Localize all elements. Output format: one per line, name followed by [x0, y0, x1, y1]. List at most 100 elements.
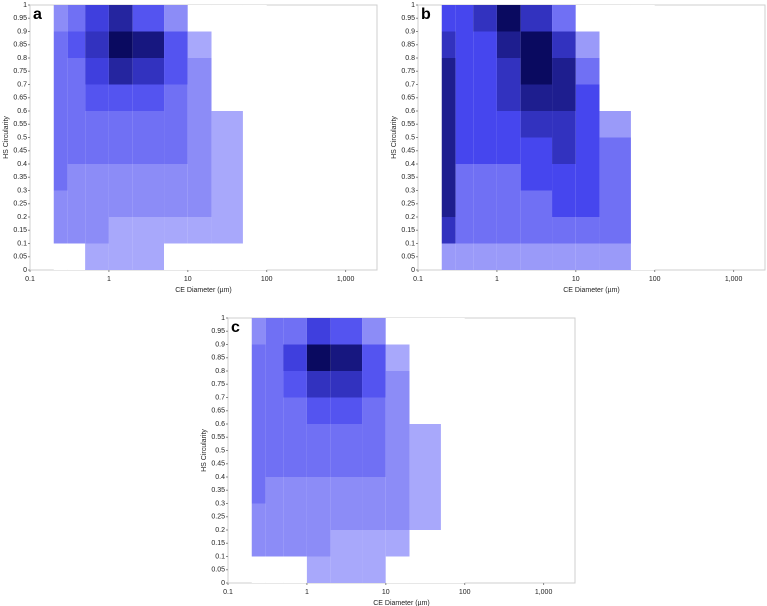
heat-cell	[187, 217, 212, 244]
y-tick-label: 0.4	[17, 161, 27, 168]
heat-cell	[441, 164, 456, 191]
y-tick-label: 0.1	[17, 240, 27, 247]
y-tick-label: 0.95	[401, 15, 415, 22]
y-tick-label: 0.6	[215, 421, 225, 428]
heat-cell	[455, 5, 474, 32]
heat-cell	[265, 318, 284, 345]
x-axis-title: CE Diameter (µm)	[563, 287, 620, 294]
heat-cell	[630, 84, 655, 111]
heat-cell	[265, 556, 284, 583]
y-tick-label: 1	[411, 2, 415, 9]
heat-cell	[67, 164, 86, 191]
heat-cell	[575, 58, 600, 85]
heat-cell	[306, 397, 331, 424]
y-tick-label: 0.7	[215, 394, 225, 401]
heat-cell	[251, 397, 266, 424]
heat-cell	[362, 424, 386, 451]
heat-cell	[520, 137, 553, 164]
heat-cell	[630, 217, 655, 244]
heat-cell	[306, 344, 331, 371]
y-axis-title: HS Circularity	[3, 116, 10, 159]
heat-cell	[283, 503, 307, 530]
heat-cell	[441, 217, 456, 244]
heat-cell	[187, 190, 212, 217]
y-tick-label: 0.1	[215, 553, 225, 560]
heat-cell	[455, 217, 474, 244]
heat-cell	[164, 84, 188, 111]
heat-cell	[132, 243, 165, 270]
heat-cell	[520, 84, 553, 111]
panel-label: a	[33, 6, 42, 23]
heat-cell	[575, 217, 600, 244]
heat-cell	[132, 111, 165, 138]
heat-cell	[409, 503, 441, 530]
heat-cell	[211, 111, 243, 138]
heat-cell	[306, 318, 331, 345]
y-tick-label: 0.45	[401, 148, 415, 155]
heat-cell	[211, 137, 243, 164]
heat-cell	[283, 397, 307, 424]
heat-cell	[385, 530, 410, 557]
heat-cell	[552, 5, 576, 32]
heat-cell	[53, 137, 68, 164]
y-tick-label: 0.35	[401, 174, 415, 181]
heat-cell	[441, 84, 456, 111]
heat-cell	[164, 164, 188, 191]
y-tick-label: 0.15	[211, 540, 225, 547]
heat-cell	[85, 58, 109, 85]
heat-cell	[496, 217, 521, 244]
heat-cell	[283, 424, 307, 451]
heat-cell	[599, 243, 631, 270]
heat-cell	[440, 344, 465, 371]
heat-cell	[211, 5, 243, 32]
y-tick-label: 0.85	[401, 42, 415, 49]
y-tick-label: 0.85	[211, 355, 225, 362]
heat-cell	[440, 318, 465, 345]
heat-cell	[409, 530, 441, 557]
heat-cell	[265, 503, 284, 530]
heat-cell	[85, 84, 109, 111]
x-tick-label: 100	[649, 276, 661, 283]
heat-cell	[265, 477, 284, 504]
y-tick-label: 0.7	[405, 81, 415, 88]
heat-cell	[108, 5, 133, 32]
heat-cell	[132, 58, 165, 85]
y-tick-label: 0.6	[405, 108, 415, 115]
heat-cell	[441, 137, 456, 164]
heat-cell	[330, 450, 363, 477]
heat-cell	[251, 318, 266, 345]
heat-cell	[440, 450, 465, 477]
heat-cell	[108, 111, 133, 138]
heat-cell	[242, 31, 267, 58]
heat-cell	[575, 5, 600, 32]
y-tick-label: 0.65	[211, 408, 225, 415]
y-tick-label: 0.55	[13, 121, 27, 128]
y-tick-label: 0.85	[13, 42, 27, 49]
x-tick-label: 1,000	[337, 276, 355, 283]
heat-cell	[575, 137, 600, 164]
heat-cell	[242, 58, 267, 85]
heat-cell	[67, 111, 86, 138]
heat-cell	[306, 424, 331, 451]
heat-cell	[473, 217, 497, 244]
heat-cell	[67, 217, 86, 244]
heat-cell	[440, 503, 465, 530]
heat-cell	[575, 31, 600, 58]
heat-cell	[53, 190, 68, 217]
heat-cell	[362, 397, 386, 424]
heat-cell	[385, 344, 410, 371]
heat-cell	[473, 243, 497, 270]
heat-cell	[251, 371, 266, 398]
heat-cell	[599, 217, 631, 244]
heat-cell	[520, 58, 553, 85]
y-tick-label: 0.65	[401, 95, 415, 102]
heat-cell	[108, 31, 133, 58]
heat-cell	[630, 111, 655, 138]
heat-cell	[552, 190, 576, 217]
heat-cell	[455, 137, 474, 164]
y-tick-label: 0.75	[211, 381, 225, 388]
heat-cell	[67, 58, 86, 85]
x-tick-label: 1,000	[535, 589, 553, 596]
heat-cell	[306, 371, 331, 398]
heat-cell	[251, 477, 266, 504]
